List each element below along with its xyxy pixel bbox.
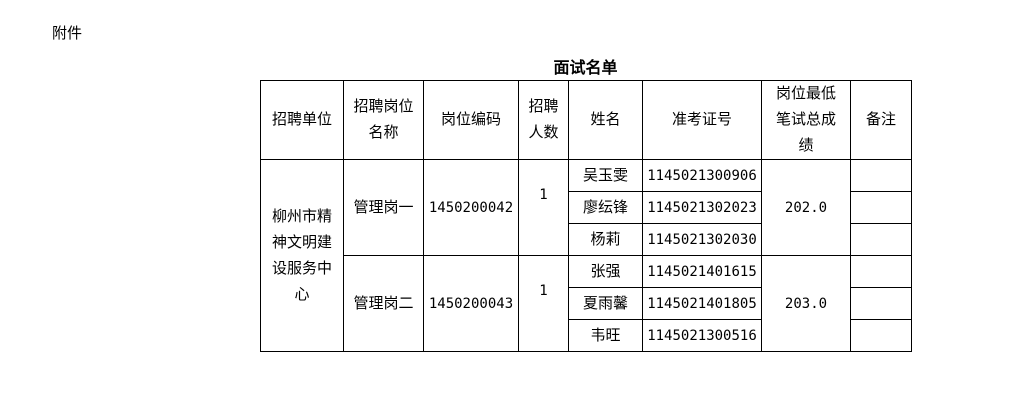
header-position-code: 岗位编码 <box>423 80 519 160</box>
candidate-name: 廖纭锋 <box>568 191 643 224</box>
header-row: 招聘单位 招聘岗位名称 岗位编码 招聘人数 姓名 准考证号 岗位最低笔试总成绩 … <box>260 80 912 160</box>
position-code: 1450200042 <box>423 159 519 256</box>
header-name: 姓名 <box>568 80 643 160</box>
candidate-exam-id: 1145021300516 <box>642 319 762 352</box>
position-code: 1450200043 <box>423 255 519 352</box>
candidate-exam-id: 1145021302030 <box>642 223 762 256</box>
table-row: 廖纭锋 1145021302023 <box>261 191 912 224</box>
candidate-name: 杨莉 <box>568 223 643 256</box>
candidate-name: 吴玉雯 <box>568 159 643 192</box>
min-score: 203.0 <box>761 255 851 352</box>
candidate-name: 张强 <box>568 255 643 288</box>
candidate-note <box>850 191 912 224</box>
document-title: 面试名单 <box>553 60 618 77</box>
table-row: 夏雨馨 1145021401805 <box>261 287 912 320</box>
candidate-exam-id: 1145021401615 <box>642 255 762 288</box>
position-count: 1 <box>518 255 569 352</box>
candidate-note <box>850 319 912 352</box>
candidate-exam-id: 1145021401805 <box>642 287 762 320</box>
candidate-exam-id: 1145021302023 <box>642 191 762 224</box>
candidate-name: 韦旺 <box>568 319 643 352</box>
candidate-name: 夏雨馨 <box>568 287 643 320</box>
candidate-note <box>850 159 912 192</box>
header-min-score: 岗位最低笔试总成绩 <box>761 80 851 160</box>
table-row: 柳州市精神文明建设服务中心 管理岗一 1450200042 1 吴玉雯 1145… <box>260 159 912 352</box>
header-exam-id: 准考证号 <box>642 80 762 160</box>
min-score: 202.0 <box>761 159 851 256</box>
candidate-exam-id: 1145021300906 <box>642 159 762 192</box>
header-note: 备注 <box>850 80 912 160</box>
header-position-name: 招聘岗位名称 <box>343 80 424 160</box>
header-unit: 招聘单位 <box>260 80 344 160</box>
table-row: 杨莉 1145021302030 <box>261 223 912 256</box>
position-name: 管理岗一 <box>343 159 424 256</box>
table-row: 管理岗二 1450200043 1 张强 1145021401615 203.0 <box>261 255 912 352</box>
table-row: 韦旺 1145021300516 <box>261 319 912 352</box>
candidate-note <box>850 255 912 288</box>
candidate-note <box>850 223 912 256</box>
header-count: 招聘人数 <box>518 80 569 160</box>
attachment-label: 附件 <box>52 25 83 42</box>
interview-list-table: 招聘单位 招聘岗位名称 岗位编码 招聘人数 姓名 准考证号 岗位最低笔试总成绩 … <box>260 80 912 352</box>
candidate-note <box>850 287 912 320</box>
position-name: 管理岗二 <box>343 255 424 352</box>
position-count: 1 <box>518 159 569 256</box>
unit-cell: 柳州市精神文明建设服务中心 <box>260 159 344 352</box>
